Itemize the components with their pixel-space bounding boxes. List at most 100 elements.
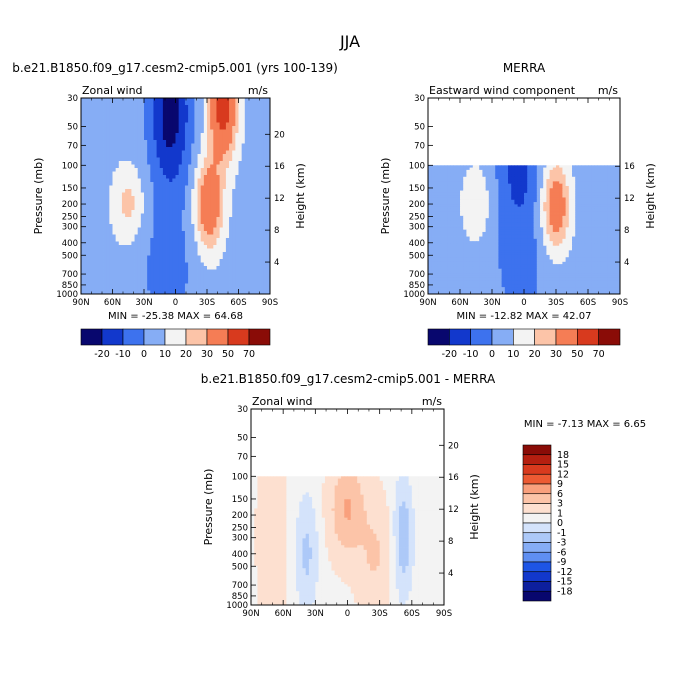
field-cell	[257, 280, 261, 284]
field-cell	[203, 245, 208, 249]
field-cell	[166, 143, 170, 148]
field-cell	[244, 122, 249, 127]
field-cell	[147, 234, 151, 239]
field-cell	[106, 133, 110, 137]
field-cell	[191, 182, 195, 186]
field-cell	[178, 273, 183, 277]
field-cell	[247, 133, 252, 137]
field-cell	[559, 174, 563, 178]
field-cell	[178, 217, 183, 221]
field-cell	[536, 183, 541, 187]
field-cell	[581, 208, 586, 212]
field-cell	[263, 259, 268, 263]
field-cell	[90, 171, 94, 176]
field-cell	[115, 185, 120, 190]
field-cell	[578, 176, 582, 180]
field-cell	[156, 213, 161, 218]
field-cell	[115, 266, 120, 270]
field-cell	[247, 206, 252, 211]
field-cell	[219, 133, 224, 137]
field-cell	[166, 220, 170, 225]
field-cell	[466, 204, 470, 208]
field-cell	[266, 287, 271, 291]
field-cell	[504, 167, 509, 171]
field-cell	[216, 105, 220, 109]
field-cell	[99, 168, 104, 172]
field-cell	[153, 154, 157, 158]
field-cell	[169, 178, 173, 183]
field-cell	[469, 204, 474, 208]
field-cell	[125, 175, 129, 179]
field-cell	[140, 150, 145, 155]
field-cell	[456, 211, 461, 214]
field-cell	[549, 204, 554, 208]
field-cell	[517, 179, 522, 182]
field-cell	[575, 181, 579, 185]
field-cell	[434, 185, 438, 189]
field-cell	[607, 199, 611, 203]
field-cell	[134, 136, 139, 141]
field-cell	[109, 133, 113, 137]
field-cell	[172, 185, 176, 190]
field-cell	[156, 248, 161, 253]
field-cell	[565, 204, 570, 208]
field-cell	[263, 276, 268, 281]
field-cell	[222, 269, 227, 274]
field-cell	[235, 266, 239, 270]
field-cell	[565, 172, 570, 175]
field-cell	[181, 255, 186, 260]
field-cell	[200, 269, 205, 274]
field-cell	[118, 178, 123, 183]
field-cell	[232, 147, 236, 151]
field-cell	[229, 220, 233, 225]
field-cell	[200, 203, 205, 207]
field-cell	[96, 266, 101, 270]
field-cell	[207, 273, 211, 277]
field-cell	[517, 218, 522, 221]
field-cell	[153, 122, 157, 127]
field-cell	[184, 255, 189, 260]
field-cell	[188, 245, 192, 249]
field-cell	[241, 245, 246, 249]
field-cell	[244, 280, 249, 284]
field-cell	[166, 255, 170, 260]
field-cell	[162, 213, 167, 218]
field-cell	[568, 172, 573, 175]
field-cell	[266, 192, 271, 197]
field-cell	[188, 147, 192, 151]
field-cell	[584, 195, 589, 198]
field-cell	[99, 112, 104, 116]
field-cell	[191, 269, 195, 274]
field-cell	[125, 112, 129, 116]
field-cell	[181, 217, 186, 221]
field-cell	[492, 174, 496, 178]
field-cell	[600, 183, 605, 187]
field-cell	[125, 262, 129, 267]
field-cell	[131, 262, 135, 267]
field-cell	[93, 147, 98, 151]
field-cell	[134, 185, 139, 190]
field-cell	[137, 213, 142, 218]
field-cell	[572, 167, 576, 171]
field-cell	[511, 172, 515, 175]
field-cell	[147, 248, 151, 253]
field-cell	[517, 220, 522, 224]
field-cell	[172, 266, 176, 270]
field-cell	[166, 98, 170, 102]
field-cell	[181, 101, 186, 106]
field-cell	[444, 190, 448, 194]
field-cell	[162, 115, 167, 120]
field-cell	[125, 252, 129, 256]
field-cell	[184, 133, 189, 137]
field-cell	[147, 273, 151, 277]
field-cell	[184, 108, 189, 113]
field-cell	[203, 136, 208, 141]
field-cell	[604, 215, 608, 219]
field-cell	[184, 98, 189, 102]
field-cell	[153, 252, 157, 256]
field-cell	[137, 154, 142, 158]
field-cell	[150, 108, 154, 113]
field-cell	[216, 220, 220, 225]
field-cell	[241, 178, 246, 183]
field-cell	[169, 108, 173, 113]
